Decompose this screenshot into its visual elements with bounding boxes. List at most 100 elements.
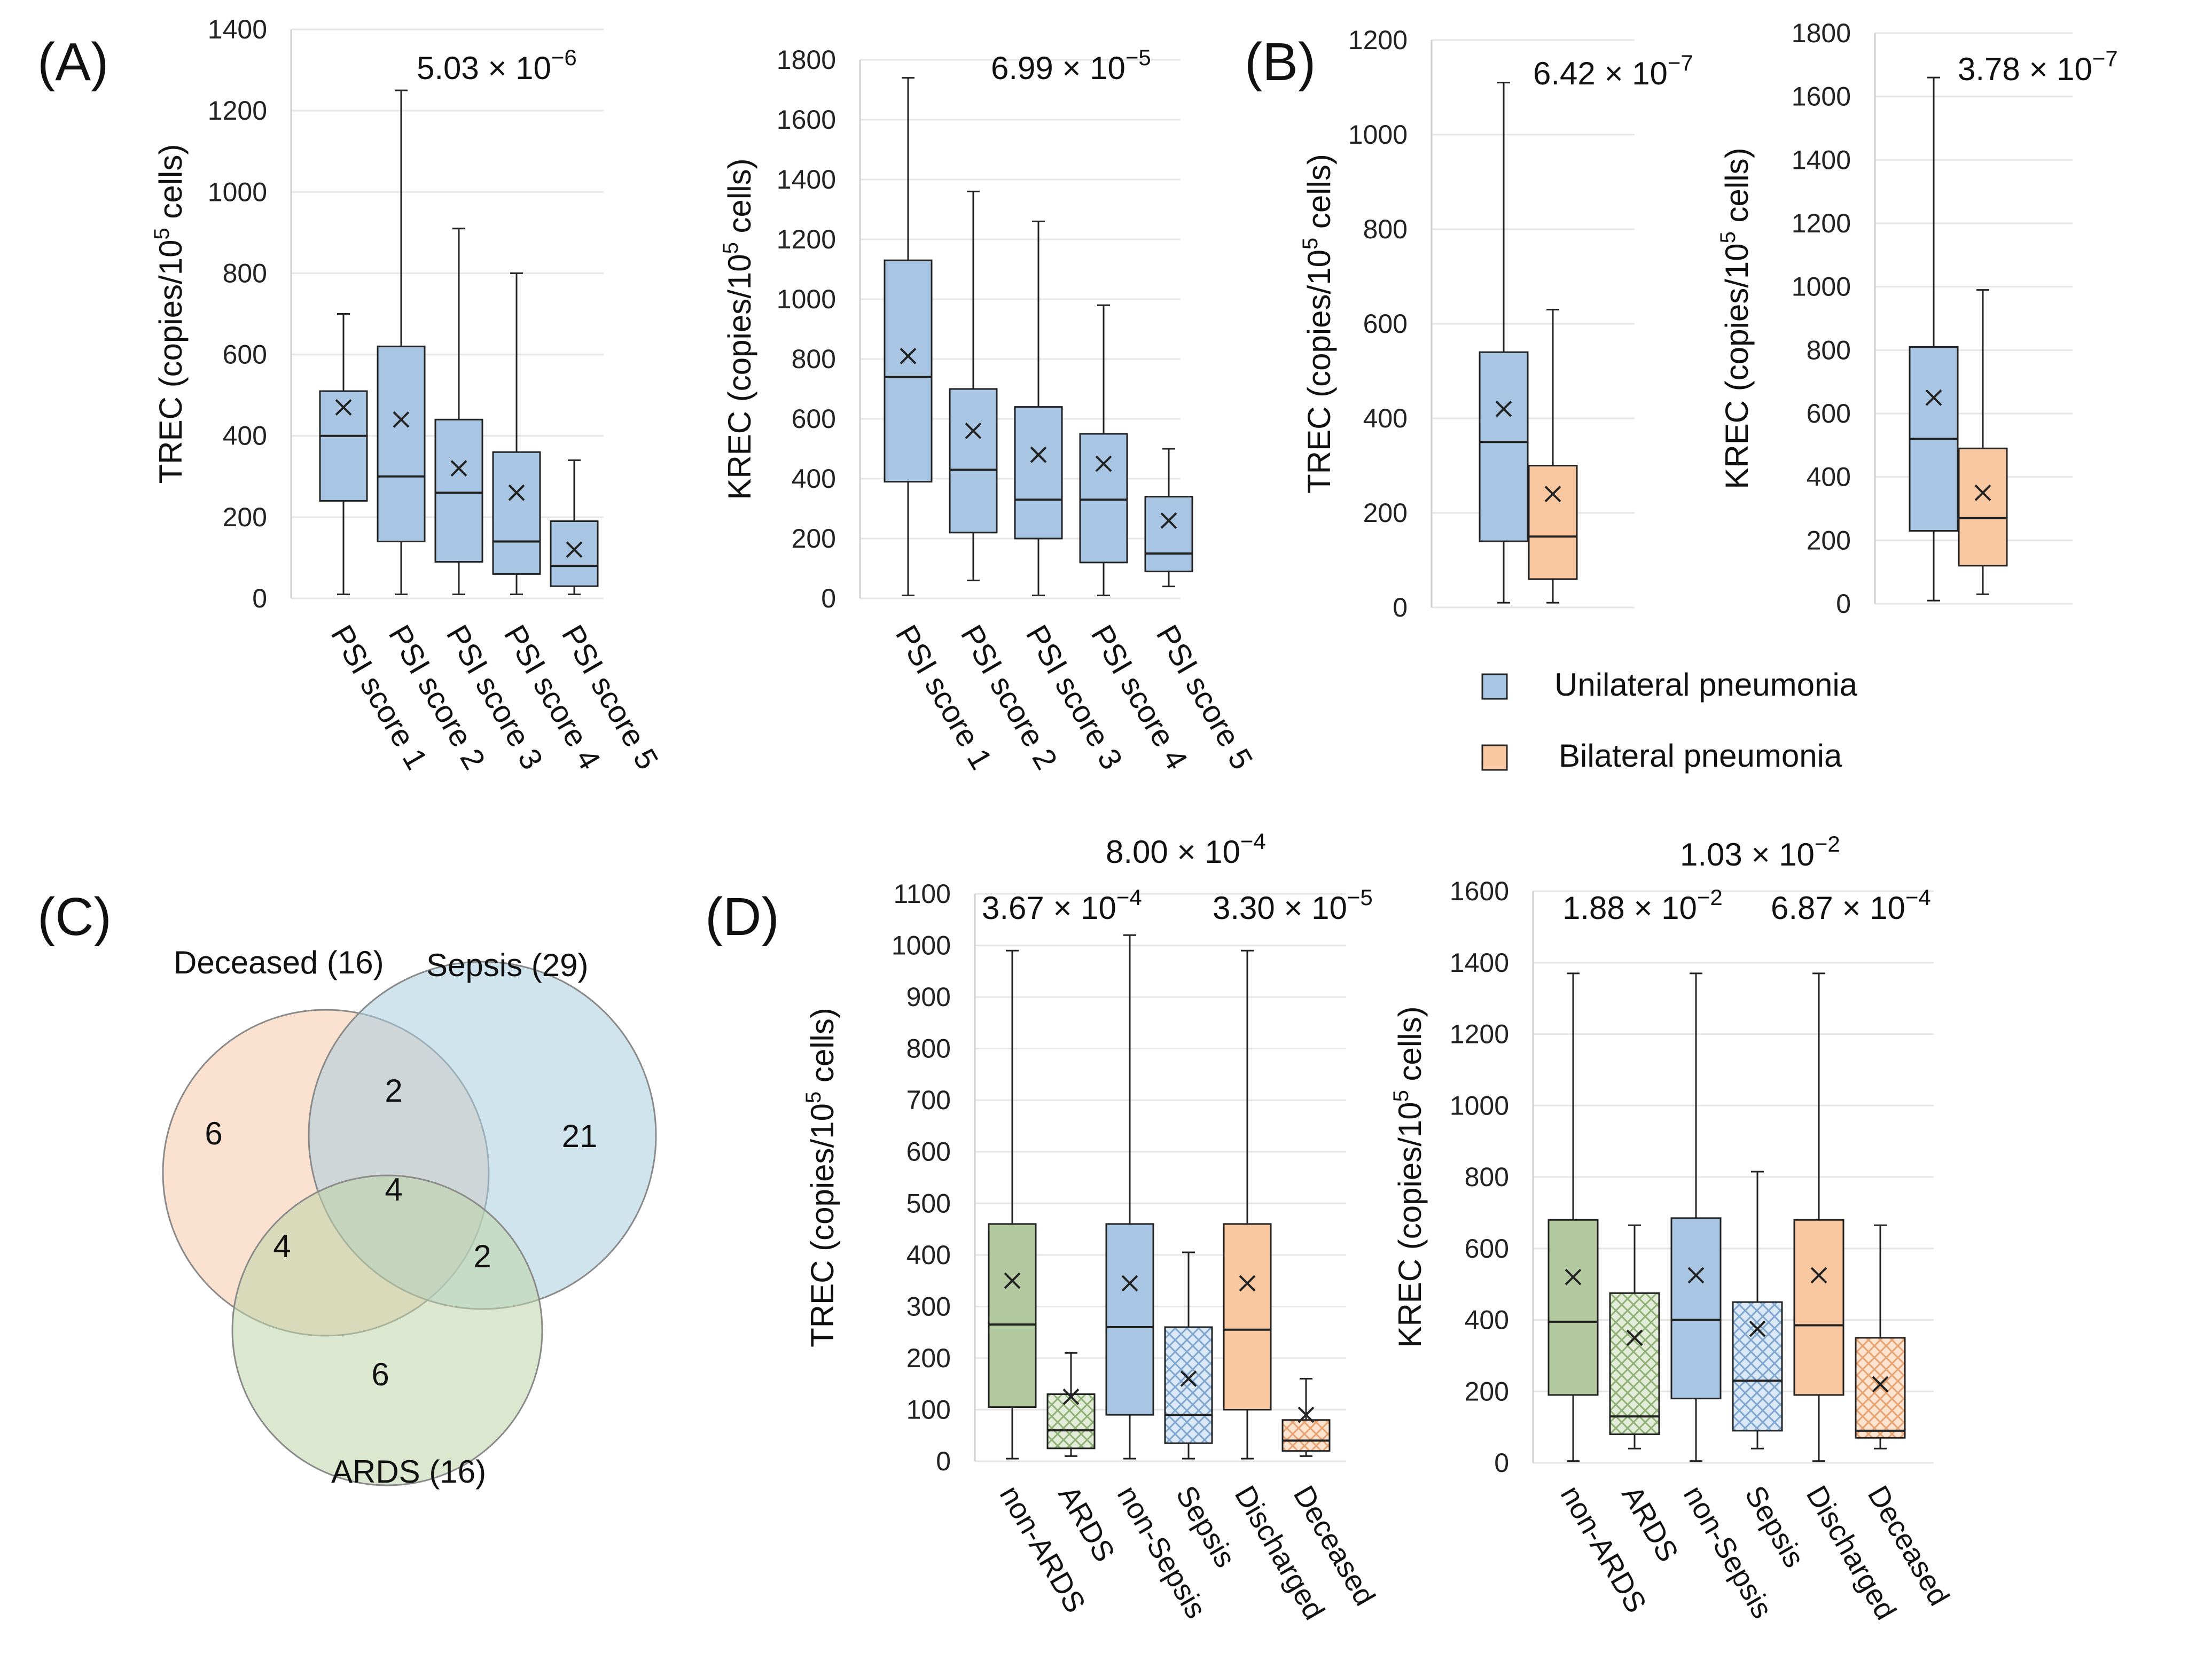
box-iqr xyxy=(550,520,599,587)
panel-label-b: (B) xyxy=(1245,32,1316,92)
y-tick-label: 1400 xyxy=(777,165,836,194)
mean-marker xyxy=(1565,1268,1582,1285)
mean-marker xyxy=(1687,1267,1705,1284)
y-tick-label: 900 xyxy=(906,982,951,1012)
box-iqr xyxy=(1223,1223,1272,1410)
y-tick-label: 0 xyxy=(1836,589,1851,619)
y-tick-label: 1800 xyxy=(1792,18,1851,48)
venn-label-sepsis: Sepsis (29) xyxy=(426,947,588,983)
mean-marker xyxy=(965,422,982,439)
y-tick-label: 1400 xyxy=(208,14,267,44)
box-iqr xyxy=(492,451,541,575)
chart-b-krec: 0 200 400 600 800 1000 1200 1400 1600 1800 KREC (c… xyxy=(1716,18,2118,619)
box-iqr xyxy=(1079,433,1128,564)
y-tick-label: 200 xyxy=(1465,1376,1509,1406)
y-tick-label: 0 xyxy=(821,583,836,613)
venn-count-sepsis-only: 21 xyxy=(562,1118,598,1154)
box-iqr xyxy=(1105,1223,1154,1416)
legend-swatch-unilateral xyxy=(1481,673,1508,700)
y-tick-label: 1000 xyxy=(208,177,267,207)
y-tick-label: 600 xyxy=(906,1137,951,1167)
panel-label-c: (C) xyxy=(37,887,112,947)
legend-b: Unilateral pneumonia Bilateral pneumonia xyxy=(1481,667,1858,774)
y-tick-label: 400 xyxy=(1363,403,1408,433)
venn-count-deceased-ards: 4 xyxy=(273,1228,291,1264)
p-value: 6.42 × 10−7 xyxy=(1533,50,1693,91)
panel-label-a: (A) xyxy=(37,32,108,92)
chart-d-krec: 0 200 400 600 800 1000 1200 1400 1600 KREC (copie… xyxy=(1389,831,1956,1625)
y-tick-label: 400 xyxy=(223,421,267,451)
y-tick-label: 100 xyxy=(906,1394,951,1424)
y-tick-label: 200 xyxy=(223,502,267,532)
panel-label-d: (D) xyxy=(705,887,779,947)
legend-label-unilateral: Unilateral pneumonia xyxy=(1554,667,1858,703)
y-tick-label: 600 xyxy=(1465,1234,1509,1264)
mean-marker xyxy=(1004,1272,1021,1289)
venn-count-deceased-sepsis: 2 xyxy=(385,1073,402,1109)
box-iqr xyxy=(988,1223,1037,1408)
mean-marker xyxy=(566,541,583,558)
y-tick-label: 0 xyxy=(1494,1448,1509,1478)
box-iqr xyxy=(1046,1393,1096,1449)
y-tick-label: 500 xyxy=(906,1188,951,1218)
y-tick-label: 1200 xyxy=(208,96,267,126)
p-value: 3.78 × 10−7 xyxy=(1958,46,2118,87)
p-value: 6.99 × 10−5 xyxy=(991,45,1151,86)
box-iqr xyxy=(1855,1337,1906,1439)
mean-marker xyxy=(450,460,467,477)
mean-marker xyxy=(335,399,352,416)
y-tick-label: 1200 xyxy=(777,224,836,254)
mean-marker xyxy=(1974,484,1991,501)
y-tick-label: 1400 xyxy=(1792,145,1851,175)
y-tick-label: 1000 xyxy=(777,284,836,314)
box-iqr xyxy=(1281,1419,1331,1452)
p-value: 1.03 × 10−2 xyxy=(1680,831,1840,872)
y-tick-label: 600 xyxy=(1363,309,1408,339)
mean-marker xyxy=(1095,455,1112,472)
mean-marker xyxy=(1062,1388,1080,1405)
y-tick-label: 400 xyxy=(1465,1305,1509,1335)
legend-label-bilateral: Bilateral pneumonia xyxy=(1559,738,1842,774)
y-tick-label: 1800 xyxy=(777,45,836,75)
mean-marker xyxy=(393,411,410,428)
venn-label-deceased: Deceased (16) xyxy=(174,945,384,980)
mean-marker xyxy=(1239,1275,1256,1292)
y-tick-label: 1000 xyxy=(1450,1090,1509,1120)
box-iqr xyxy=(377,345,426,542)
y-tick-label: 1000 xyxy=(892,931,951,961)
box-iqr xyxy=(1670,1217,1722,1400)
box-iqr xyxy=(884,259,933,483)
p-value: 3.30 × 10−5 xyxy=(1213,885,1373,926)
box-iqr xyxy=(319,390,368,502)
y-tick-label: 800 xyxy=(1363,214,1408,244)
y-axis-label: KREC (copies/105 cells) xyxy=(719,158,757,500)
p-value: 5.03 × 10−6 xyxy=(417,45,577,86)
y-tick-label: 1200 xyxy=(1450,1019,1509,1049)
y-tick-label: 200 xyxy=(906,1343,951,1373)
p-value: 8.00 × 10−4 xyxy=(1106,829,1266,870)
chart-b-trec: 0 200 400 600 800 1000 1200 TREC (copies/105 ce… xyxy=(1299,25,1693,622)
y-tick-label: 1000 xyxy=(1792,272,1851,302)
box-iqr xyxy=(1014,406,1063,540)
y-tick-label: 400 xyxy=(906,1240,951,1270)
y-tick-label: 300 xyxy=(906,1291,951,1321)
venn-diagram: Deceased (16) Sepsis (29) ARDS (16) 6 21… xyxy=(162,945,657,1490)
y-axis-label: KREC (copies/105 cells) xyxy=(1716,147,1755,489)
p-value: 3.67 × 10−4 xyxy=(982,885,1142,926)
mean-marker xyxy=(900,347,917,364)
mean-marker xyxy=(1544,486,1561,503)
y-tick-label: 0 xyxy=(1393,593,1408,622)
y-tick-label: 800 xyxy=(1465,1162,1509,1192)
y-tick-label: 1200 xyxy=(1348,25,1408,55)
mean-marker xyxy=(1626,1329,1643,1346)
box-iqr xyxy=(1793,1219,1844,1396)
y-tick-label: 600 xyxy=(223,340,267,370)
y-tick-label: 800 xyxy=(792,344,836,374)
venn-label-ards: ARDS (16) xyxy=(331,1454,486,1490)
y-axis-label: TREC (copies/105 cells) xyxy=(1299,154,1337,494)
legend-swatch-bilateral xyxy=(1481,744,1508,771)
y-tick-label: 1600 xyxy=(1792,82,1851,112)
p-value: 1.88 × 10−2 xyxy=(1562,885,1723,926)
y-tick-label: 200 xyxy=(792,524,836,554)
